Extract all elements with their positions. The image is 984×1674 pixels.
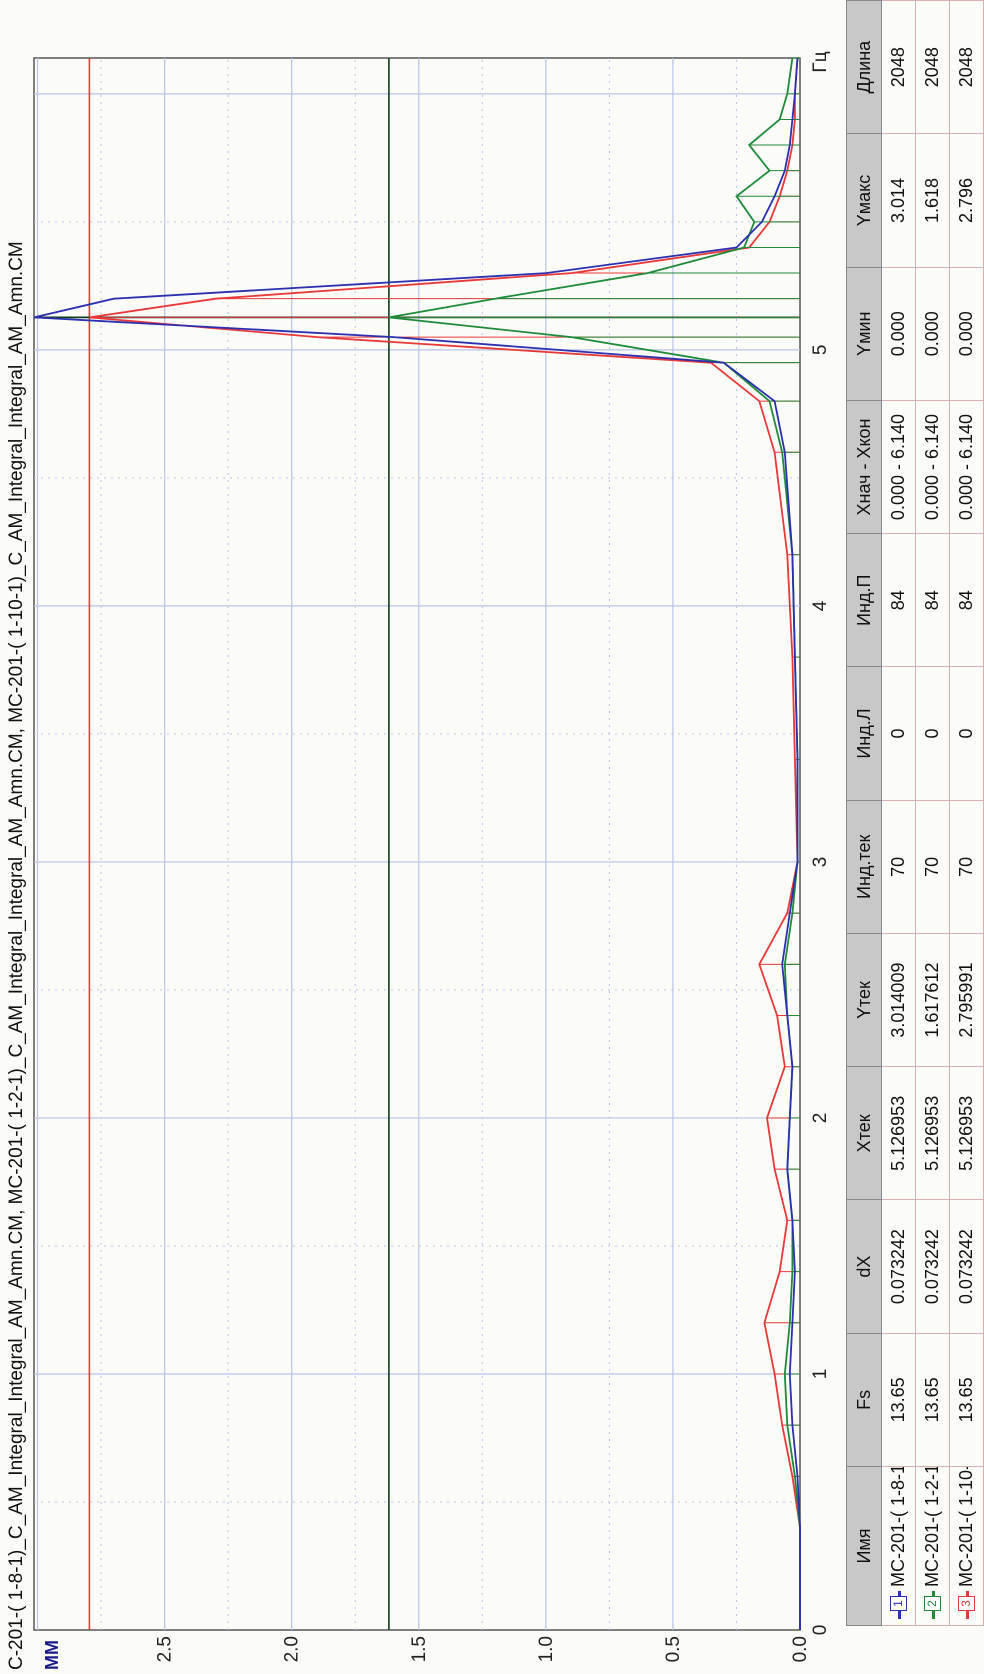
series-name-cell: 2 MC-201-( 1-2-1) <box>915 1466 950 1626</box>
table-cell: 0.073242 <box>915 1199 950 1334</box>
column-header: dX <box>846 1199 882 1334</box>
table-cell: 2048 <box>881 0 916 134</box>
table-row: 1 MC-201-( 1-8-1) 13.65 0.073242 5.126953 3.0… <box>881 0 916 1626</box>
y-tick-label: 2.5 <box>155 1636 176 1662</box>
x-tick-label: 4 <box>810 600 831 611</box>
table-cell: 13.65 <box>949 1333 984 1467</box>
series-1-line <box>33 57 801 1630</box>
table-cell: 1.617612 <box>915 933 950 1067</box>
table-row: 3 MC-201-( 1-10-1 13.65 0.073242 5.126953 2.7… <box>949 0 984 1626</box>
y-tick-label: 1.5 <box>409 1636 430 1662</box>
series-swatch-icon: 2 <box>924 1591 942 1619</box>
column-header: Yмин <box>846 267 882 401</box>
table-cell: 84 <box>949 533 984 667</box>
table-cell: 3.014009 <box>881 933 916 1067</box>
x-tick-label: 0 <box>810 1625 831 1636</box>
table-cell: 70 <box>949 800 984 934</box>
table-cell: 0.000 <box>881 267 916 401</box>
table-cell: 0.073242 <box>949 1199 984 1334</box>
column-header: Yтек <box>846 933 882 1067</box>
table-cell: 0 <box>915 666 950 801</box>
y-tick-label: 2.0 <box>282 1636 303 1662</box>
table-cell: 5.126953 <box>915 1066 950 1200</box>
x-tick-label: 3 <box>810 857 831 868</box>
y-tick-label: 0.5 <box>663 1636 684 1662</box>
series-name-cell: 1 MC-201-( 1-8-1) <box>881 1466 916 1626</box>
table-cell: 13.65 <box>915 1333 950 1467</box>
swatch-number: 3 <box>958 1596 976 1611</box>
table-cell: 0.000 - 6.140 <box>949 400 984 534</box>
swatch-number: 1 <box>890 1596 908 1611</box>
table-cell: 13.65 <box>881 1333 916 1467</box>
table-cell: 0.073242 <box>881 1199 916 1334</box>
x-tick-label: 1 <box>810 1369 831 1380</box>
chart-background <box>0 0 846 1674</box>
y-tick-label: 1.0 <box>536 1636 557 1662</box>
table-cell: 2048 <box>949 0 984 134</box>
column-header: Хнач - Хкон <box>846 400 882 534</box>
table-cell: 84 <box>881 533 916 667</box>
column-header: Fs <box>846 1333 882 1467</box>
table-cell: 2048 <box>915 0 950 134</box>
table-cell: 0.000 - 6.140 <box>881 400 916 534</box>
table-cell: 0.000 - 6.140 <box>915 400 950 534</box>
swatch-number: 2 <box>924 1596 942 1611</box>
column-header: Инд.П <box>846 533 882 667</box>
table-cell: 70 <box>881 800 916 934</box>
column-header: Инд.Л <box>846 666 882 801</box>
series-table: Имя Fs dX Xтек Yтек Инд.тек Инд.Л Инд.П Хнач - Х… <box>846 0 984 1626</box>
table-cell: 2.796 <box>949 133 984 268</box>
table-cell: 70 <box>915 800 950 934</box>
column-header: Yмакс <box>846 133 882 268</box>
column-header: Длина <box>846 0 882 134</box>
y-unit-label: MM <box>42 1640 62 1670</box>
series-name-text: MC-201-( 1-10-1 <box>956 1466 976 1588</box>
plot-layer: 0 1 2 3 4 5 0.0 0.5 1.0 1.5 2.0 2.5 <box>33 57 831 1662</box>
y-tick-label: 0.0 <box>790 1636 811 1662</box>
table-cell: 5.126953 <box>949 1066 984 1200</box>
column-header: Имя <box>846 1466 882 1626</box>
spectrum-chart: C-201-( 1-8-1)_C_AM_Integral_Integral_AM… <box>0 0 846 1674</box>
table-row: 2 MC-201-( 1-2-1) 13.65 0.073242 5.126953 1.6… <box>915 0 950 1626</box>
x-tick-label: 2 <box>810 1113 831 1124</box>
table-cell: 0 <box>949 666 984 801</box>
column-header: Xтек <box>846 1066 882 1200</box>
table-cell: 0.000 <box>915 267 950 401</box>
series-name-text: MC-201-( 1-8-1) <box>888 1466 908 1588</box>
plot-frame <box>33 57 801 1631</box>
table-cell: 2.795991 <box>949 933 984 1067</box>
series-name-text: MC-201-( 1-2-1) <box>922 1466 942 1588</box>
x-unit-label: Гц <box>810 51 831 72</box>
table-cell: 1.618 <box>915 133 950 268</box>
series-3-line <box>89 57 801 1630</box>
table-cell: 0.000 <box>949 267 984 401</box>
table-cell: 0 <box>881 666 916 801</box>
column-header: Инд.тек <box>846 800 882 934</box>
x-tick-label: 5 <box>810 345 831 356</box>
table-header-row: Имя Fs dX Xтек Yтек Инд.тек Инд.Л Инд.П Хнач - Х… <box>846 0 882 1626</box>
table-body: 1 MC-201-( 1-8-1) 13.65 0.073242 5.126953 3.0… <box>881 0 984 1626</box>
table-cell: 5.126953 <box>881 1066 916 1200</box>
table-cell: 3.014 <box>881 133 916 268</box>
series-name-cell: 3 MC-201-( 1-10-1 <box>949 1466 984 1626</box>
series-swatch-icon: 1 <box>890 1591 908 1619</box>
chart-title: C-201-( 1-8-1)_C_AM_Integral_Integral_AM… <box>6 241 27 1670</box>
table-cell: 84 <box>915 533 950 667</box>
series-swatch-icon: 3 <box>958 1591 976 1619</box>
